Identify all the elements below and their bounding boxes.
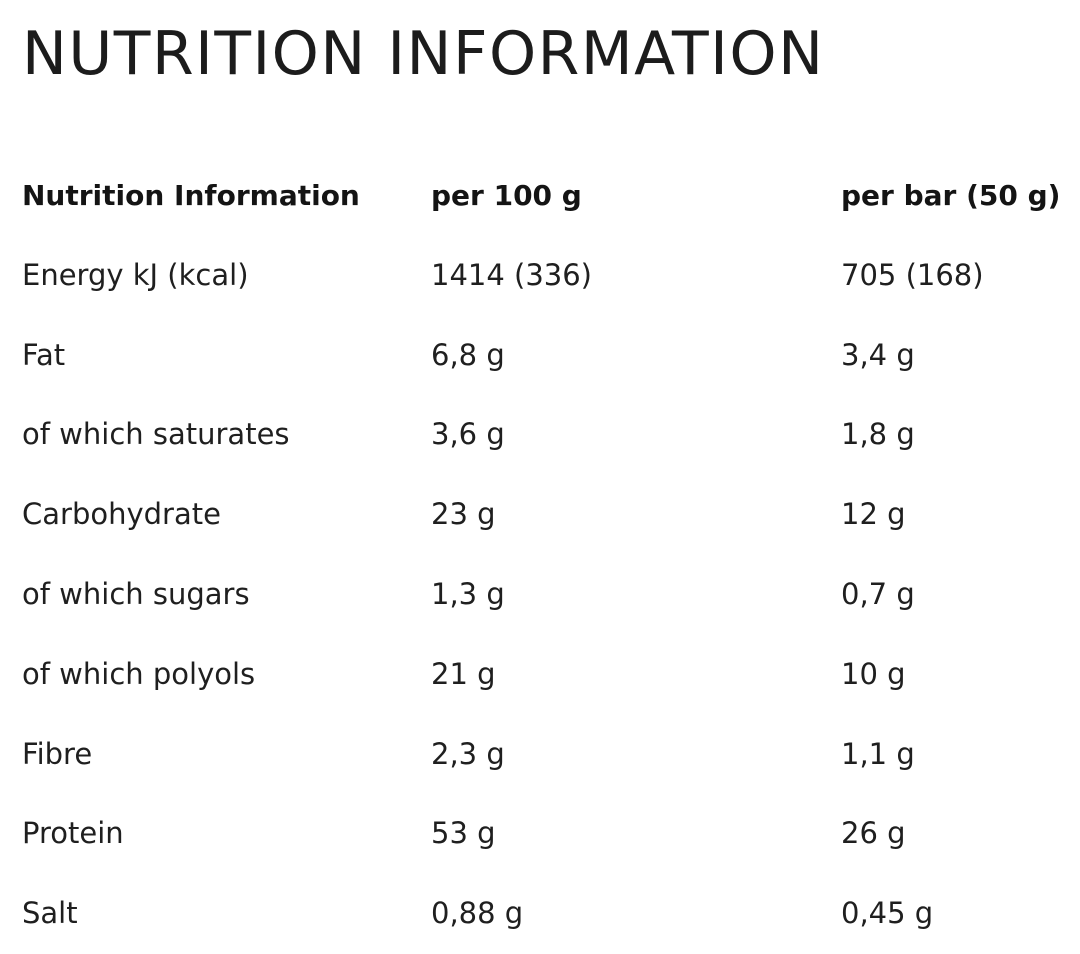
value-per-bar: 3,4 g [841,337,915,372]
nutrient-label: of which saturates [22,417,290,452]
value-per-bar: 0,45 g [841,896,934,931]
nutrient-label: Energy kJ (kcal) [22,257,249,292]
nutrient-label: Fibre [22,736,93,771]
table-row-energy: Energy kJ (kcal) 1414 (336) 705 (168) [22,236,1078,316]
value-per-100g: 53 g [431,816,496,851]
column-header-nutrient: Nutrition Information [22,179,360,212]
value-per-100g: 0,88 g [431,896,524,931]
nutrient-label: of which sugars [22,576,250,611]
table-row-protein: Protein 53 g 26 g [22,794,1078,874]
value-per-100g: 23 g [431,497,496,532]
value-per-bar: 26 g [841,816,906,851]
nutrient-label: Carbohydrate [22,497,221,532]
value-per-bar: 1,8 g [841,417,915,452]
nutrient-label: Fat [22,337,66,372]
table-row-polyols: of which polyols 21 g 10 g [22,635,1078,715]
table-row-saturates: of which saturates 3,6 g 1,8 g [22,395,1078,475]
value-per-bar: 0,7 g [841,576,915,611]
table-row-fat: Fat 6,8 g 3,4 g [22,316,1078,396]
value-per-bar: 1,1 g [841,736,915,771]
page-title: NUTRITION INFORMATION [22,19,825,89]
table-row-sugars: of which sugars 1,3 g 0,7 g [22,555,1078,635]
nutrient-label: Salt [22,896,78,931]
value-per-100g: 1414 (336) [431,257,593,292]
value-per-100g: 2,3 g [431,736,505,771]
column-header-per-100g: per 100 g [431,179,582,212]
column-header-per-bar: per bar (50 g) [841,179,1061,212]
table-row-fibre: Fibre 2,3 g 1,1 g [22,715,1078,795]
value-per-bar: 705 (168) [841,257,984,292]
value-per-bar: 12 g [841,497,906,532]
value-per-100g: 1,3 g [431,576,505,611]
value-per-100g: 21 g [431,656,496,691]
table-row-carbohydrate: Carbohydrate 23 g 12 g [22,475,1078,555]
nutrient-label: Protein [22,816,124,851]
nutrition-table: Nutrition Information per 100 g per bar … [22,156,1078,954]
value-per-100g: 3,6 g [431,417,505,452]
table-row-salt: Salt 0,88 g 0,45 g [22,874,1078,954]
table-header-row: Nutrition Information per 100 g per bar … [22,156,1078,236]
value-per-100g: 6,8 g [431,337,505,372]
nutrient-label: of which polyols [22,656,256,691]
value-per-bar: 10 g [841,656,906,691]
